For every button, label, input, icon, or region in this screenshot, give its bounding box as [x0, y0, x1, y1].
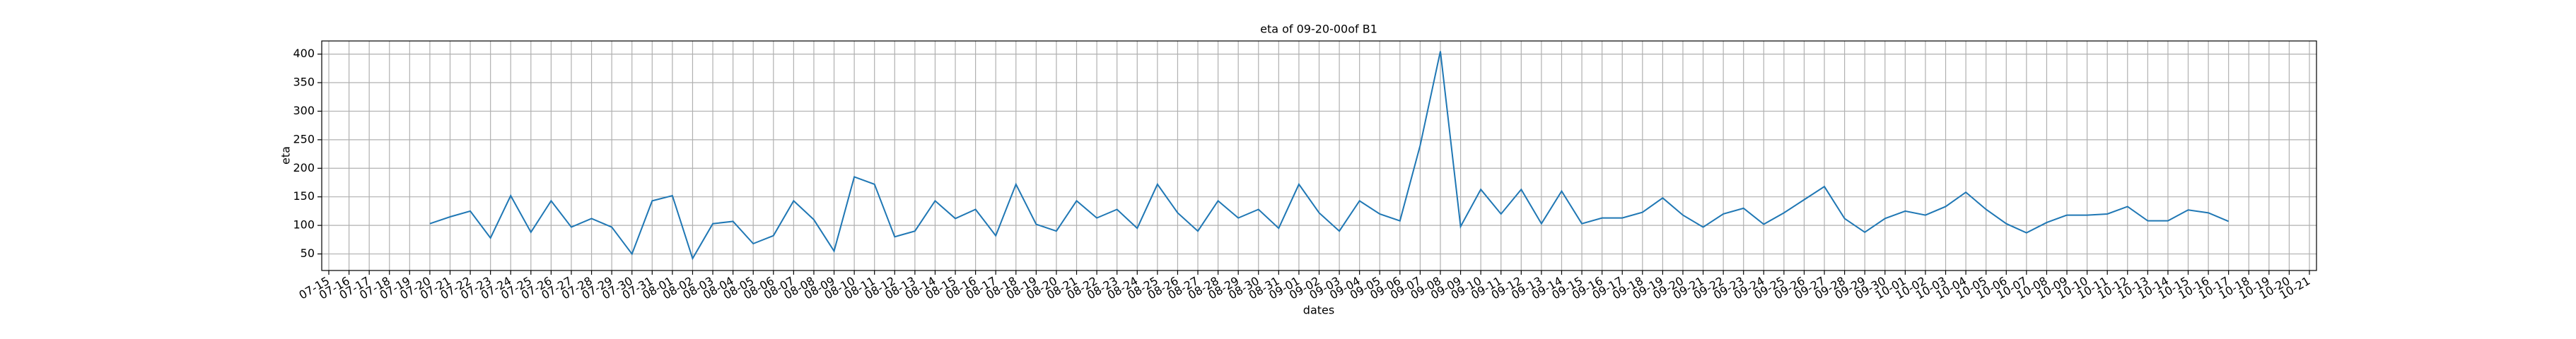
y-tick-label: 200 [293, 161, 315, 174]
data-line [429, 51, 2230, 261]
x-axis-label: dates [1303, 304, 1334, 317]
chart-title: eta of 09-20-00of B1 [1260, 23, 1377, 36]
y-tick-label: 250 [293, 132, 315, 145]
plot-frame [321, 40, 2317, 271]
y-tick-label: 350 [293, 76, 315, 89]
y-axis-label: eta [279, 146, 293, 165]
y-tick-label: 150 [293, 189, 315, 203]
y-tick-label: 100 [293, 218, 315, 232]
y-tick-label: 300 [293, 104, 315, 117]
y-tick-label: 50 [301, 246, 315, 260]
y-tick-label: 400 [293, 47, 315, 60]
